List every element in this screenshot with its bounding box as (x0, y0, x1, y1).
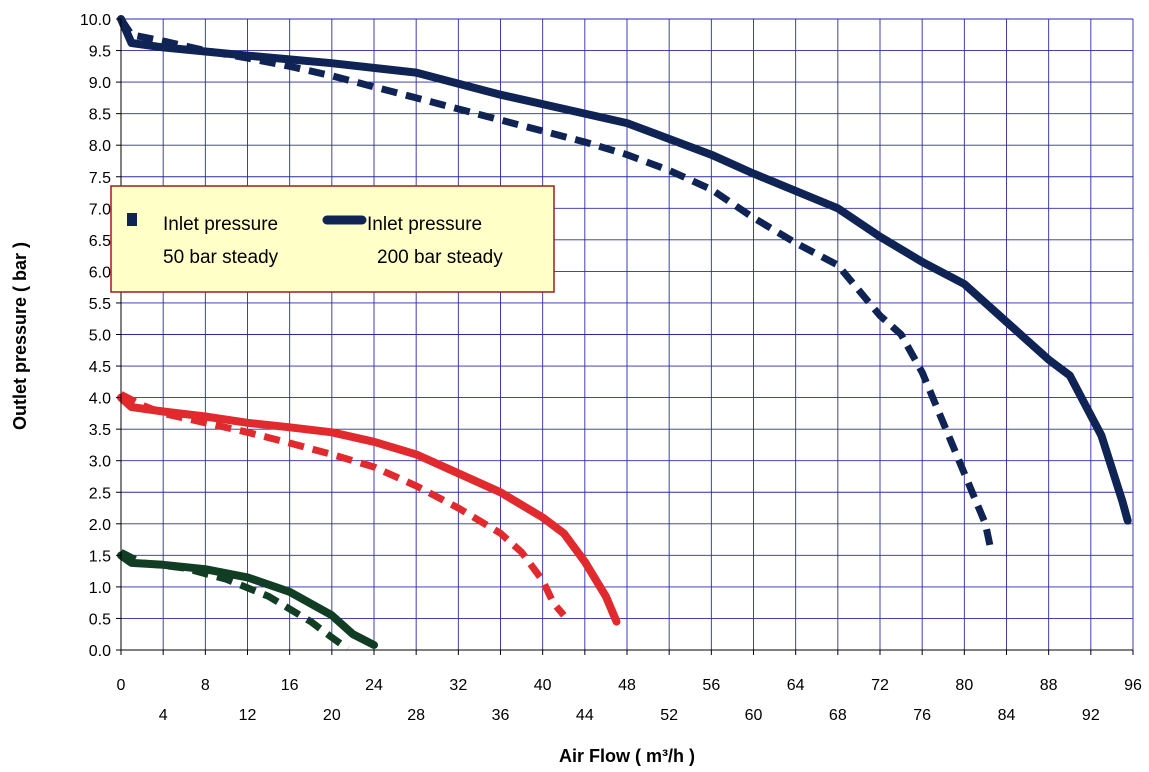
x-tick-label: 92 (1082, 707, 1100, 724)
series-line-4-dashed (119, 391, 567, 618)
x-axis-title: Air Flow ( m³/h ) (559, 746, 695, 766)
y-tick-label: 0.5 (89, 611, 111, 628)
x-tick-label: 40 (534, 677, 552, 694)
y-tick-label: 4.0 (89, 391, 111, 408)
x-tick-label: 64 (787, 677, 805, 694)
series-line-6-dashed (119, 549, 350, 652)
x-tick-label: 0 (117, 677, 126, 694)
y-axis-title: Outlet pressure ( bar ) (10, 242, 30, 430)
x-tick-label: 36 (492, 707, 510, 724)
legend-item-2-line2: 200 bar steady (377, 247, 503, 268)
x-tick-label: 16 (281, 677, 299, 694)
x-tick-label: 84 (998, 707, 1016, 724)
y-tick-label: 9.5 (89, 44, 111, 61)
y-tick-label: 8.5 (89, 107, 111, 124)
y-tick-label: 3.5 (89, 422, 111, 439)
x-tick-label: 12 (239, 707, 257, 724)
legend-item-1-line2: 50 bar steady (163, 247, 279, 268)
x-tick-label: 8 (201, 677, 210, 694)
y-tick-label: 0.0 (89, 643, 111, 660)
x-tick-label: 60 (745, 707, 763, 724)
y-tick-label: 6.0 (89, 264, 111, 281)
y-tick-label: 5.0 (89, 328, 111, 345)
legend-item-1-line1: Inlet pressure (163, 214, 278, 235)
x-tick-label: 76 (913, 707, 931, 724)
x-tick-labels: 0 8 16 24 32 40 48 56 64 72 80 88 96 4 12 20 28 36 44 52 60 6… (117, 677, 1142, 724)
series-layer (117, 15, 1132, 652)
y-tick-label: 1.5 (89, 548, 111, 565)
x-tick-label: 32 (449, 677, 467, 694)
x-tick-label: 48 (618, 677, 636, 694)
y-tick-label: 8.0 (89, 138, 111, 155)
y-tick-label: 3.0 (89, 454, 111, 471)
series-line-5-solid (117, 551, 378, 649)
x-tick-label: 96 (1124, 677, 1142, 694)
x-tick-label: 20 (323, 707, 341, 724)
y-tick-label: 2.0 (89, 517, 111, 534)
y-tick-label: 2.5 (89, 485, 111, 502)
legend: Inlet pressure 50 bar steady Inlet press… (110, 185, 555, 293)
x-tick-label: 56 (702, 677, 720, 694)
y-tick-label: 6.5 (89, 233, 111, 250)
y-tick-label: 7.5 (89, 170, 111, 187)
y-tick-label: 7.0 (89, 201, 111, 218)
x-tick-label: 24 (365, 677, 383, 694)
x-tick-label: 68 (829, 707, 847, 724)
y-tick-label: 9.0 (89, 75, 111, 92)
x-tick-label: 72 (871, 677, 889, 694)
y-tick-label: 4.5 (89, 359, 111, 376)
y-tick-label: 5.5 (89, 296, 111, 313)
x-tick-label: 44 (576, 707, 594, 724)
x-tick-label: 88 (1040, 677, 1058, 694)
x-tick-label: 52 (660, 707, 678, 724)
x-tick-label: 28 (407, 707, 425, 724)
x-tick-label: 80 (955, 677, 973, 694)
y-tick-labels: 0.0 0.5 1.0 1.5 2.0 2.5 3.0 3.5 4.0 4.5 5.0 5.5 6.0 6… (80, 12, 111, 660)
y-tick-label: 10.0 (80, 12, 111, 29)
grid (120, 18, 1134, 651)
legend-box (110, 185, 555, 293)
series-line-1-solid (117, 15, 1132, 525)
legend-marker-dashed (127, 213, 137, 226)
x-tick-label: 4 (159, 707, 168, 724)
series-line-3-solid (117, 393, 621, 626)
y-tick-label: 1.0 (89, 580, 111, 597)
legend-item-2-line1: Inlet pressure (367, 214, 482, 235)
